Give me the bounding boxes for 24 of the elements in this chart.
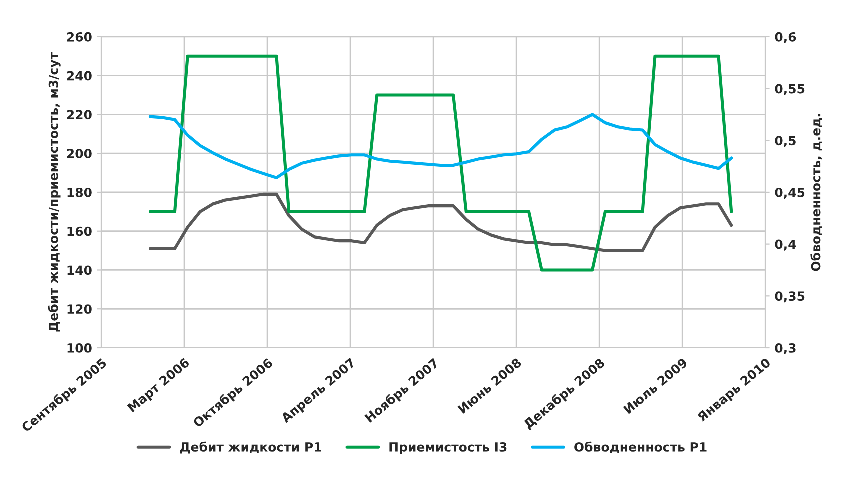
y-tick-label: 180: [68, 188, 92, 198]
y2-tick-label: 0,55: [775, 84, 805, 96]
y2-tick-label: 0,35: [775, 292, 805, 303]
y-tick-label: 160: [68, 226, 92, 236]
legend-label: Дебит жидкости P1: [180, 442, 322, 454]
y2-tick-label: 0,3: [775, 343, 796, 355]
y2-axis-title: Обводненность, д.ед.: [810, 114, 822, 272]
y2-tick-label: 0,4: [775, 240, 796, 251]
y-tick-label: 260: [67, 32, 92, 42]
y-tick-label: 220: [67, 110, 92, 120]
line-series: [148, 192, 734, 252]
y2-tick-label: 0,6: [775, 32, 796, 44]
y-tick-label: 240: [67, 71, 92, 81]
y-tick-label: 200: [67, 149, 92, 159]
line-series: [148, 113, 734, 180]
line-series: [148, 54, 734, 272]
y2-tick-label: 0,45: [775, 188, 805, 200]
y-axis-title: Дебит жидкости/приемистость, м3/сут: [48, 52, 61, 332]
y-tick-label: 100: [68, 343, 92, 353]
legend-label: Обводненность P1: [574, 442, 707, 454]
y2-tick-label: 0,5: [775, 136, 796, 148]
legend-label: Приемистость I3: [390, 442, 507, 454]
y-tick-label: 120: [68, 304, 92, 314]
y-tick-label: 140: [68, 266, 92, 276]
